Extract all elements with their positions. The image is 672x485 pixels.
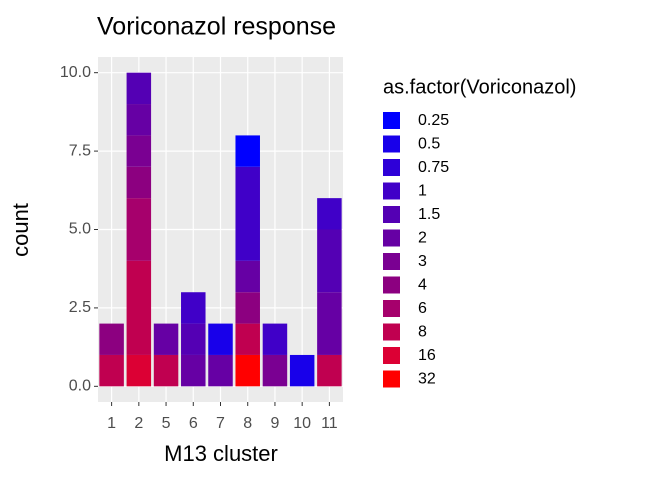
y-tick-label: 7.5	[69, 142, 91, 159]
legend-key	[383, 112, 400, 129]
bar-segment	[153, 323, 179, 355]
legend-key	[383, 159, 400, 176]
bar-segment	[153, 354, 179, 387]
x-tick-label: 5	[162, 415, 171, 432]
legend-key	[383, 323, 400, 341]
y-tick-label: 5.0	[69, 221, 91, 238]
bar-segment	[235, 292, 260, 324]
bar-segment	[235, 166, 260, 261]
legend-title: as.factor(Voriconazol)	[383, 76, 576, 98]
x-tick-label: 8	[243, 415, 252, 432]
x-tick-label: 9	[270, 415, 279, 432]
bar-segment	[208, 354, 233, 387]
bar-segment	[235, 135, 260, 167]
legend-label: 16	[418, 347, 436, 364]
legend-label: 1	[418, 183, 427, 200]
legend-key	[383, 229, 400, 247]
bar-segment	[126, 354, 152, 387]
legend-key	[383, 276, 400, 294]
legend-label: 8	[418, 324, 427, 341]
legend-label: 32	[418, 371, 436, 388]
bar-segment	[181, 323, 206, 355]
y-tick-label: 2.5	[69, 299, 91, 316]
bar-segment	[126, 72, 152, 105]
bar-segment	[235, 260, 260, 293]
x-tick-label: 7	[216, 415, 225, 432]
legend-label: 3	[418, 253, 427, 270]
legend-label: 0.5	[418, 136, 440, 153]
legend-label: 6	[418, 300, 427, 317]
legend-key	[383, 135, 400, 153]
chart-title: Voriconazol response	[97, 13, 336, 41]
legend-label: 4	[418, 277, 427, 294]
x-tick-label: 10	[293, 415, 311, 432]
bar-segment	[317, 198, 342, 230]
legend-key	[383, 300, 400, 317]
legend-label: 1.5	[418, 206, 440, 223]
x-tick-label: 6	[189, 415, 198, 432]
bar-segment	[181, 354, 206, 387]
bar-segment	[235, 354, 260, 387]
bar-segment	[235, 323, 260, 355]
legend-label: 0.25	[418, 112, 449, 129]
legend-label: 2	[418, 230, 427, 247]
legend-key	[383, 253, 400, 270]
bar-segment	[289, 354, 315, 387]
bar-segment	[126, 260, 152, 355]
y-tick-label: 0.0	[69, 378, 91, 395]
bar-segment	[262, 354, 288, 387]
bar-segment	[262, 323, 288, 355]
legend-key	[383, 370, 400, 388]
bar-segment	[126, 135, 152, 167]
bar-segment	[126, 198, 152, 261]
x-axis-title: M13 cluster	[164, 441, 278, 466]
bar-segment	[317, 354, 342, 387]
bar-segment	[99, 323, 124, 355]
bar-segment	[317, 292, 342, 355]
bar-segment	[317, 229, 342, 293]
legend-key	[383, 182, 400, 200]
bar-segment	[181, 292, 206, 324]
bar-segment	[126, 166, 152, 199]
bar-segment	[99, 354, 124, 387]
y-tick-label: 10.0	[60, 64, 91, 81]
legend-key	[383, 206, 400, 223]
bar-segment	[126, 104, 152, 136]
legend-key	[383, 347, 400, 364]
x-tick-label: 1	[107, 415, 116, 432]
bar-segment	[208, 323, 233, 355]
x-tick-label: 11	[321, 415, 338, 432]
legend-label: 0.75	[418, 159, 449, 176]
x-tick-label: 2	[134, 415, 143, 432]
y-axis-title: count	[8, 203, 33, 257]
